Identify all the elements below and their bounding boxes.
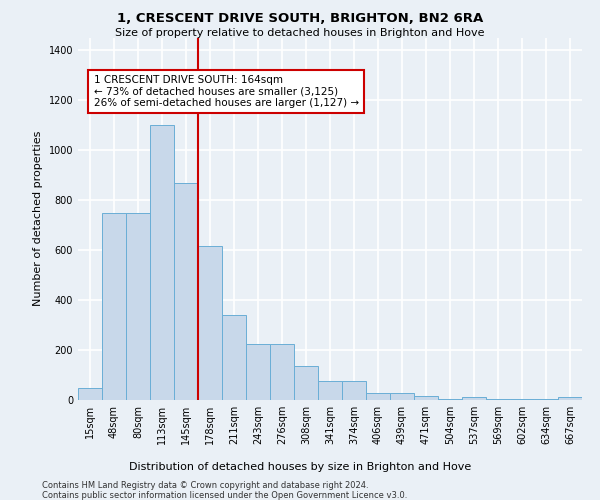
Bar (198, 246, 222, 400)
Text: Contains public sector information licensed under the Open Government Licence v3: Contains public sector information licen… (42, 491, 407, 500)
Bar (270, 344, 294, 400)
Bar (222, 315, 246, 400)
Bar (486, 399, 510, 400)
Bar (510, 399, 534, 400)
Text: Size of property relative to detached houses in Brighton and Hove: Size of property relative to detached ho… (115, 28, 485, 38)
Bar (246, 344, 270, 400)
Bar (366, 392, 390, 400)
Bar (294, 366, 318, 400)
Text: 1, CRESCENT DRIVE SOUTH, BRIGHTON, BN2 6RA: 1, CRESCENT DRIVE SOUTH, BRIGHTON, BN2 6… (117, 12, 483, 26)
Bar (174, 182, 198, 400)
Bar (390, 392, 414, 400)
Bar (318, 382, 342, 400)
Bar (414, 396, 438, 400)
Bar (150, 125, 174, 400)
Bar (534, 399, 558, 400)
Bar (78, 388, 102, 400)
Bar (102, 212, 126, 400)
Text: 1 CRESCENT DRIVE SOUTH: 164sqm
← 73% of detached houses are smaller (3,125)
26% : 1 CRESCENT DRIVE SOUTH: 164sqm ← 73% of … (94, 75, 359, 108)
Bar (462, 397, 486, 400)
Text: Contains HM Land Registry data © Crown copyright and database right 2024.: Contains HM Land Registry data © Crown c… (42, 481, 368, 490)
Text: Distribution of detached houses by size in Brighton and Hove: Distribution of detached houses by size … (129, 462, 471, 472)
Bar (126, 212, 150, 400)
Y-axis label: Number of detached properties: Number of detached properties (33, 131, 43, 306)
Bar (438, 399, 462, 400)
Bar (558, 397, 582, 400)
Bar (342, 382, 366, 400)
